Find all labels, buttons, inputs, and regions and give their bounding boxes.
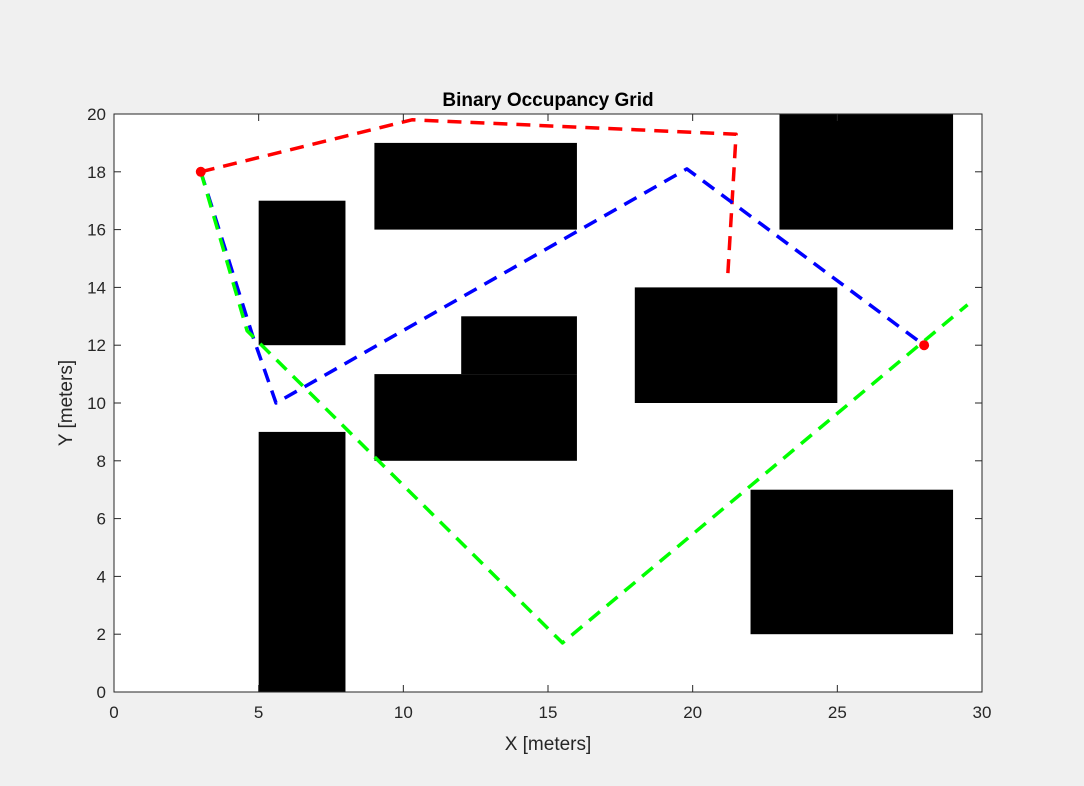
y-tick-label: 12	[87, 336, 106, 355]
ticks-layer: 0 5 10 15 20 25 30 0 2 4 6 8 10 12 14 16 18 20	[87, 105, 991, 722]
y-tick-label: 2	[97, 625, 106, 644]
obstacle-5	[461, 316, 577, 375]
y-tick-label: 0	[97, 683, 106, 702]
x-tick-label: 20	[683, 703, 702, 722]
y-tick-label: 20	[87, 105, 106, 124]
y-axis-label: Y [meters]	[56, 360, 77, 446]
waypoint-marker-1	[195, 166, 206, 177]
x-tick-label: 30	[973, 703, 992, 722]
chart-title: Binary Occupancy Grid	[442, 90, 653, 111]
y-tick-label: 10	[87, 394, 106, 413]
obstacle-3	[374, 142, 577, 230]
y-tick-label: 6	[97, 510, 106, 529]
x-tick-label: 5	[254, 703, 263, 722]
x-tick-label: 25	[828, 703, 847, 722]
path-series-1	[200, 118, 738, 282]
x-tick-label: 10	[394, 703, 413, 722]
path-series-3	[199, 171, 969, 645]
markers-layer	[195, 166, 930, 351]
y-tick-label: 4	[97, 567, 106, 586]
obstacle-8	[750, 489, 954, 635]
obstacle-2	[258, 200, 346, 346]
path-series-2	[199, 167, 926, 405]
obstacle-1	[258, 431, 346, 692]
waypoint-marker-2	[919, 340, 930, 351]
x-tick-label: 0	[109, 703, 118, 722]
obstacles-layer	[258, 114, 954, 692]
paths-layer	[199, 118, 969, 645]
x-axis-label: X [meters]	[505, 734, 592, 755]
obstacle-7	[779, 114, 954, 230]
y-tick-label: 14	[87, 278, 106, 297]
obstacle-6	[634, 287, 838, 403]
y-tick-label: 8	[97, 452, 106, 471]
y-tick-label: 16	[87, 221, 106, 240]
x-tick-label: 15	[539, 703, 558, 722]
obstacle-4	[374, 374, 577, 461]
y-tick-label: 18	[87, 163, 106, 182]
